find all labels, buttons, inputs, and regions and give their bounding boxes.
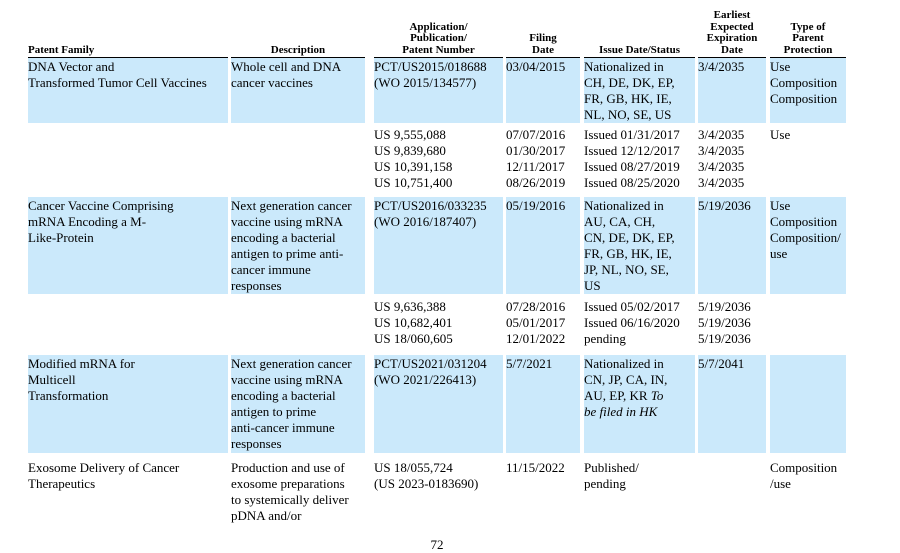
cell-application-number: PCT/US2021/031204 (WO 2021/226413): [374, 355, 503, 453]
cell-issue-date-status: Nationalized in AU, CA, CH, CN, DE, DK, EP…: [584, 197, 695, 294]
cell-application-number: PCT/US2016/033235 (WO 2016/187407): [374, 197, 503, 294]
cell-patent-family: [28, 126, 228, 191]
cell-expiration-date: 3/4/2035 3/4/2035 3/4/2035 3/4/2035: [698, 127, 745, 190]
cell-application-number: US 9,555,088 US 9,839,680 US 10,391,158 US …: [374, 127, 453, 190]
cell-type-of-protection: Use Composition Composition: [770, 58, 846, 123]
cell-type-of-protection: Composition/use: [770, 460, 838, 491]
table-row: US 9,636,388 US 10,682,401 US 18/060,605 0…: [28, 298, 900, 347]
table-row: Cancer Vaccine Comprising mRNA Encoding a…: [28, 197, 900, 294]
cell-issue-date-status: Issued 05/02/2017 Issued 06/16/2020 pendin…: [584, 299, 680, 346]
cell-type-of-protection: [770, 355, 846, 453]
cell-application-number: US 18/055,724 (US 2023-0183690): [374, 460, 479, 491]
column-header-issue-date-status: Issue Date/Status: [584, 44, 695, 58]
cell-application-number: PCT/US2015/018688 (WO 2015/134577): [374, 58, 503, 123]
cell-application-number: US 9,636,388 US 10,682,401 US 18/060,605: [374, 299, 453, 346]
table-row: US 9,555,088 US 9,839,680 US 10,391,158 US …: [28, 126, 900, 191]
column-header-type-of-protection: Type of Parent Protection: [770, 21, 846, 58]
cell-type-of-protection: Use: [770, 127, 791, 142]
cell-filing-date: 07/28/2016 05/01/2017 12/01/2022: [506, 299, 566, 346]
cell-description: Whole cell and DNA cancer vaccines: [231, 58, 365, 123]
table-header-row: Patent Family Description Application/Pu…: [28, 9, 900, 58]
cell-patent-family: Modified mRNA for Multicell Transformation: [28, 355, 228, 453]
cell-filing-date: 07/07/2016 01/30/2017 12/11/2017 08/26/2019: [506, 127, 566, 190]
cell-filing-date: 11/15/2022: [506, 460, 565, 475]
cell-issue-date-status: Issued 01/31/2017 Issued 12/12/2017 Issued…: [584, 127, 680, 190]
cell-description: [231, 126, 365, 191]
cell-issue-date-status: Nationalized in CH, DE, DK, EP, FR, GB, HK…: [584, 58, 695, 123]
cell-expiration-date: [698, 459, 766, 524]
cell-filing-date: 03/04/2015: [506, 58, 580, 123]
page-number: 72: [430, 537, 444, 552]
cell-issue-date-status: Nationalized in CN, JP, CA, IN, AU, EP, KR…: [584, 355, 695, 453]
cell-expiration-date: 5/19/2036: [698, 197, 766, 294]
table-row: Modified mRNA for Multicell Transformation…: [28, 355, 900, 453]
cell-patent-family: [28, 298, 228, 347]
cell-type-of-protection: Use Composition Composition/use: [770, 197, 846, 294]
cell-description: Next generation cancer vaccine using mRNA…: [231, 355, 365, 453]
cell-patent-family: Exosome Delivery of Cancer Therapeutics: [28, 460, 180, 491]
column-header-description: Description: [231, 44, 365, 58]
cell-expiration-date: 3/4/2035: [698, 58, 766, 123]
table-row: Exosome Delivery of Cancer Therapeutics P…: [28, 459, 900, 524]
cell-expiration-date: 5/7/2041: [698, 355, 766, 453]
column-header-expiration-date: Earliest Expected Expiration Date: [698, 9, 766, 58]
cell-type-of-protection: [770, 298, 846, 347]
column-header-application-number: Application/Publication/Patent Number: [374, 21, 503, 58]
cell-expiration-date: 5/19/2036 5/19/2036 5/19/2036: [698, 299, 751, 346]
cell-description: [231, 298, 365, 347]
column-header-patent-family: Patent Family: [28, 44, 228, 58]
cell-patent-family: DNA Vector and Transformed Tumor Cell Vac…: [28, 58, 228, 123]
patent-table: Patent Family Description Application/Pu…: [28, 9, 900, 524]
cell-description: Next generation cancer vaccine using mRNA…: [231, 197, 365, 294]
cell-issue-date-status: Published/pending: [584, 460, 639, 491]
cell-filing-date: 5/7/2021: [506, 355, 580, 453]
cell-description: Production and use of exosome preparation…: [231, 460, 349, 523]
cell-filing-date: 05/19/2016: [506, 197, 580, 294]
column-header-filing-date: Filing Date: [506, 32, 580, 58]
table-row: DNA Vector and Transformed Tumor Cell Vac…: [28, 58, 900, 123]
cell-patent-family: Cancer Vaccine Comprising mRNA Encoding a…: [28, 197, 228, 294]
